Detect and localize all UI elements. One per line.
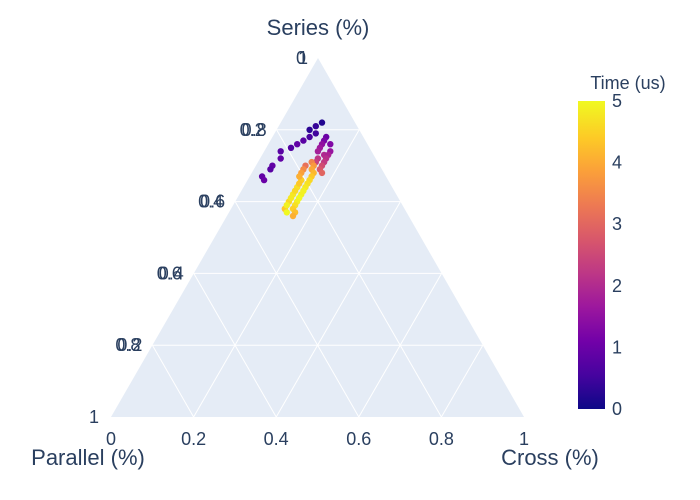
colorbar-ticks: 0 1 2 3 4 5 (612, 91, 622, 419)
data-point (291, 187, 299, 194)
data-point (287, 194, 295, 202)
colorbar (578, 101, 605, 409)
axis-title-cross: Cross (%) (501, 445, 599, 470)
series-tick-label: 1 (298, 48, 308, 68)
parallel-tick-label: 0.6 (157, 263, 182, 283)
data-point (312, 130, 319, 137)
parallel-tick-label: 0.8 (115, 335, 140, 355)
data-point (267, 166, 274, 173)
colorbar-tick-label: 0 (612, 399, 622, 419)
series-tick-label: 0.6 (200, 192, 225, 212)
data-point (312, 123, 319, 130)
data-point (296, 173, 303, 180)
series-tick-label: 0.4 (159, 263, 184, 283)
data-point (294, 141, 301, 148)
data-point (300, 137, 307, 144)
colorbar-tick-label: 5 (612, 91, 622, 111)
cross-tick-label: 0.6 (346, 429, 371, 449)
grid-line (275, 201, 401, 418)
data-point (314, 148, 322, 155)
data-point (327, 141, 334, 148)
data-point (277, 148, 284, 155)
data-point (289, 212, 297, 220)
cross-tick-label: 1 (519, 429, 529, 449)
data-point (277, 155, 284, 162)
series-tick-label: 0.2 (117, 335, 142, 355)
data-point (306, 126, 313, 133)
colorbar-tick-label: 1 (612, 337, 622, 357)
axis-title-parallel: Parallel (%) (31, 445, 145, 470)
colorbar-tick-label: 4 (612, 153, 622, 173)
scatter-points (258, 119, 334, 220)
series-tick-label: 0.8 (242, 120, 267, 140)
ternary-plot-area (111, 58, 524, 417)
parallel-tick-label: 0.2 (240, 120, 265, 140)
cross-tick-label: 0 (106, 429, 116, 449)
grid-line (440, 344, 484, 418)
parallel-tick-label: 0.4 (198, 192, 223, 212)
parallel-tick-label: 0 (296, 48, 306, 68)
cross-tick-label: 0.2 (181, 429, 206, 449)
cross-tick-label: 0.8 (429, 429, 454, 449)
parallel-tick-label: 1 (89, 407, 99, 427)
data-point (296, 180, 303, 187)
grid-line (193, 273, 277, 418)
grid-line (358, 273, 443, 418)
data-point (283, 209, 290, 216)
data-point (318, 119, 326, 126)
data-point (287, 144, 295, 151)
grid-line (151, 344, 195, 418)
data-point (318, 169, 326, 177)
data-point (260, 176, 268, 184)
grid-line (234, 201, 360, 418)
ternary-grid (151, 129, 484, 418)
colorbar-tick-label: 3 (612, 214, 622, 234)
axis-title-series: Series (%) (267, 15, 370, 40)
cross-tick-label: 0.4 (264, 429, 289, 449)
colorbar-title: Time (us) (590, 73, 665, 93)
colorbar-tick-label: 2 (612, 276, 622, 296)
data-point (306, 133, 313, 141)
data-point (283, 202, 290, 209)
